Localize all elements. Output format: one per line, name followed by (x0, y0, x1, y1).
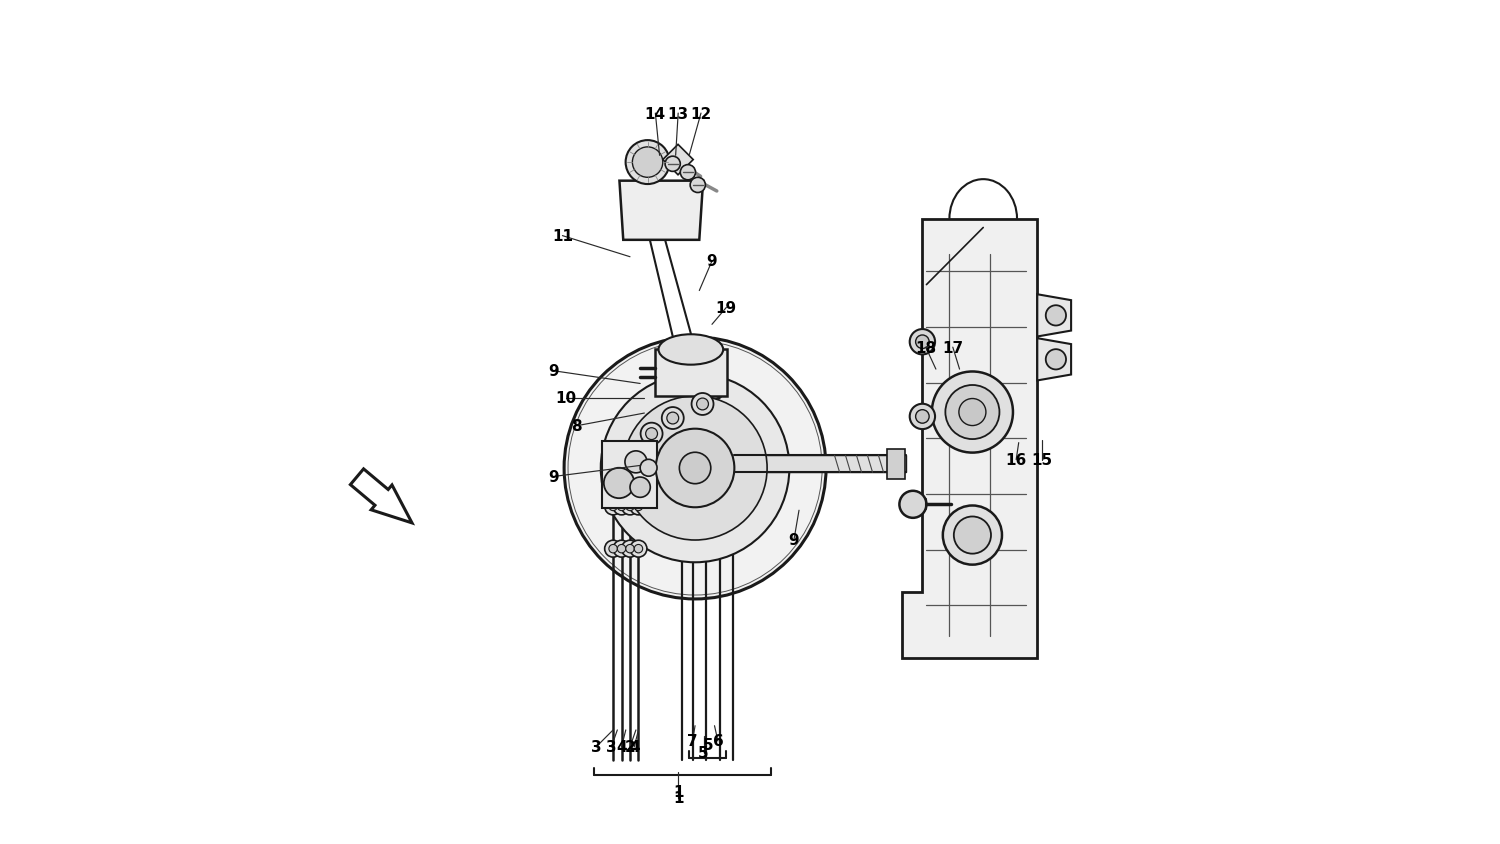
Circle shape (630, 541, 646, 557)
Circle shape (626, 503, 634, 511)
Circle shape (656, 430, 735, 507)
Text: 5: 5 (698, 745, 709, 760)
Text: 9: 9 (549, 469, 560, 484)
Circle shape (696, 398, 708, 410)
Circle shape (604, 468, 634, 499)
Circle shape (614, 541, 630, 557)
Text: 14: 14 (645, 106, 666, 122)
Polygon shape (1038, 295, 1071, 337)
Circle shape (630, 498, 646, 515)
Circle shape (680, 452, 711, 484)
Circle shape (602, 374, 789, 563)
Text: 8: 8 (572, 419, 582, 434)
Circle shape (1046, 306, 1066, 326)
Text: 11: 11 (552, 229, 573, 244)
Circle shape (626, 452, 646, 473)
Circle shape (640, 460, 657, 477)
Circle shape (915, 336, 928, 349)
Text: 9: 9 (789, 533, 800, 548)
Bar (735, 456, 906, 473)
Circle shape (630, 478, 651, 498)
Circle shape (945, 386, 999, 440)
Text: 1: 1 (674, 790, 684, 805)
Circle shape (932, 372, 1013, 453)
Polygon shape (620, 181, 704, 241)
Circle shape (618, 503, 626, 511)
Circle shape (645, 428, 657, 440)
Polygon shape (663, 145, 693, 176)
Circle shape (662, 408, 684, 430)
Bar (602, 441, 657, 509)
Circle shape (604, 541, 621, 557)
Circle shape (564, 338, 826, 599)
Circle shape (634, 545, 642, 554)
Text: 9: 9 (706, 254, 717, 269)
Circle shape (609, 545, 618, 554)
Bar (886, 449, 906, 479)
Text: 3: 3 (606, 739, 616, 755)
Polygon shape (1038, 338, 1071, 381)
Text: 2: 2 (624, 739, 636, 755)
Circle shape (958, 399, 986, 426)
Text: 13: 13 (668, 106, 688, 122)
Text: 4: 4 (628, 739, 639, 755)
Circle shape (621, 498, 639, 515)
Circle shape (909, 330, 934, 355)
Text: 1: 1 (674, 784, 684, 799)
Text: 5: 5 (702, 737, 712, 752)
Circle shape (900, 491, 927, 518)
Circle shape (692, 393, 714, 415)
Text: 7: 7 (687, 733, 698, 749)
Circle shape (626, 545, 634, 554)
Text: 17: 17 (942, 340, 963, 355)
Circle shape (614, 498, 630, 515)
Polygon shape (902, 219, 1038, 658)
Ellipse shape (658, 335, 723, 365)
Circle shape (915, 410, 928, 424)
Text: 15: 15 (1030, 452, 1051, 468)
Text: 9: 9 (549, 364, 560, 379)
Text: 10: 10 (555, 391, 576, 406)
Circle shape (618, 545, 626, 554)
Circle shape (633, 148, 663, 178)
Circle shape (690, 178, 705, 193)
Circle shape (634, 503, 642, 511)
Circle shape (681, 165, 696, 181)
Circle shape (944, 506, 1002, 565)
Text: 12: 12 (690, 106, 711, 122)
Text: 3: 3 (591, 739, 602, 755)
Circle shape (626, 141, 669, 185)
Circle shape (668, 413, 678, 425)
Text: 16: 16 (1005, 452, 1028, 468)
Text: 19: 19 (716, 300, 736, 316)
Text: 18: 18 (915, 340, 936, 355)
Circle shape (609, 503, 618, 511)
Bar (656, 350, 728, 397)
Circle shape (1046, 349, 1066, 370)
Circle shape (621, 541, 639, 557)
Polygon shape (351, 469, 412, 523)
Circle shape (622, 397, 766, 540)
Circle shape (640, 423, 663, 445)
Circle shape (954, 517, 992, 554)
Circle shape (604, 498, 621, 515)
Text: 4: 4 (616, 739, 627, 755)
Text: 6: 6 (712, 733, 723, 749)
Circle shape (664, 157, 681, 172)
Circle shape (909, 404, 934, 430)
